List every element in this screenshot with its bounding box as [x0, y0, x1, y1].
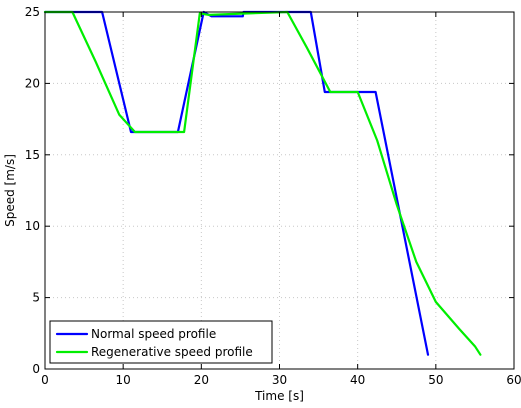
- y-axis-label: Speed [m/s]: [3, 154, 17, 227]
- legend-label-normal: Normal speed profile: [91, 327, 216, 341]
- series-lines: [43, 10, 482, 356]
- legend-box: [49, 320, 273, 364]
- x-tick-label-20: 20: [194, 373, 209, 387]
- x-tick-label-10: 10: [116, 373, 131, 387]
- series-line-1: [43, 10, 482, 356]
- x-tick-label-50: 50: [428, 373, 443, 387]
- x-tick-label-60: 60: [506, 373, 521, 387]
- x-axis-label: Time [s]: [254, 389, 304, 403]
- x-tick-label-30: 30: [272, 373, 287, 387]
- legend: Normal speed profile Regenerative speed …: [49, 320, 273, 364]
- series-line-0: [43, 10, 430, 356]
- axis-ticks: 0 10 20 30 40 50 60 0 5 10 15 20 25: [25, 5, 521, 387]
- x-tick-label-0: 0: [41, 373, 49, 387]
- y-tick-label-10: 10: [25, 219, 40, 233]
- y-tick-label-5: 5: [32, 291, 40, 305]
- y-tick-label-20: 20: [25, 76, 40, 90]
- y-tick-label-0: 0: [32, 362, 40, 376]
- legend-label-regenerative: Regenerative speed profile: [91, 345, 253, 359]
- y-tick-label-25: 25: [25, 5, 40, 19]
- y-tick-label-15: 15: [25, 148, 40, 162]
- x-tick-label-40: 40: [350, 373, 365, 387]
